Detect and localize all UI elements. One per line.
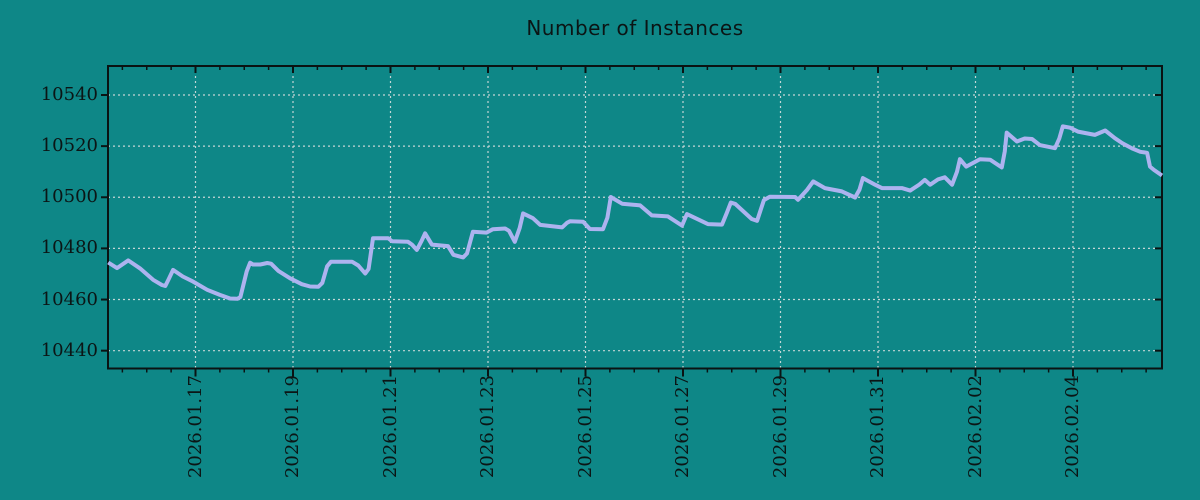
y-tick-label: 10480 (40, 237, 98, 259)
x-tick-label: 2026.01.23 (477, 375, 498, 479)
x-tick-label: 2026.01.31 (867, 375, 888, 479)
data-line-instances (107, 124, 1164, 301)
y-tick-label: 10440 (40, 339, 98, 361)
x-tick-label: 2026.01.29 (769, 375, 791, 479)
x-tick-label: 2026.01.25 (574, 375, 596, 479)
y-tick-label: 10540 (40, 84, 98, 105)
x-tick-label: 2026.02.02 (964, 375, 986, 479)
chart-title: Number of Instances (526, 16, 744, 40)
x-tick-label: 2026.01.17 (184, 375, 206, 479)
x-tick-label: 2026.01.19 (282, 375, 303, 479)
x-tick-label: 2026.01.21 (379, 375, 401, 479)
y-tick-label: 10460 (40, 288, 98, 310)
plot-frame (107, 65, 1163, 370)
y-tick-label: 10520 (40, 135, 98, 157)
y-tick-label: 10500 (40, 186, 98, 208)
x-tick-label: 2026.02.04 (1062, 375, 1083, 479)
x-tick-label: 2026.01.27 (672, 375, 693, 479)
